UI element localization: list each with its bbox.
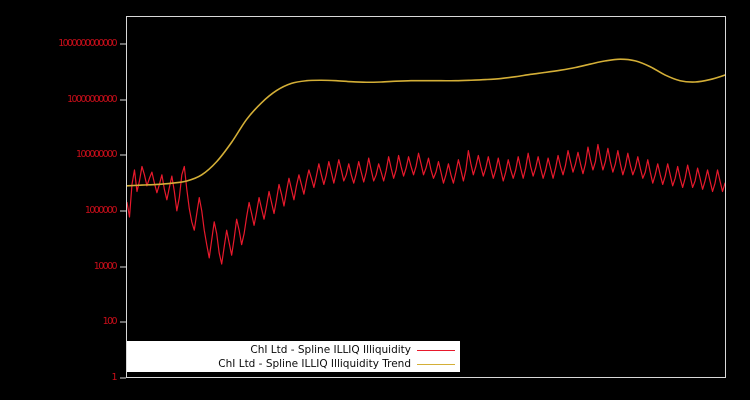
y-axis-tick-label: 1000000 bbox=[84, 204, 118, 216]
y-axis: 1 100 10000 1000000 100000000 10000000000 1000… bbox=[0, 0, 126, 400]
y-axis-tick-label: 10000000000 bbox=[67, 93, 117, 105]
plot-area bbox=[126, 16, 726, 378]
legend-swatch-illiquidity-trend bbox=[417, 363, 455, 365]
legend-label-illiquidity: ChI Ltd - Spline ILLIQ Illiquidity bbox=[250, 344, 411, 356]
series-line-illiquidity-trend bbox=[127, 58, 725, 187]
y-axis-tick-label: 100000000 bbox=[76, 149, 118, 161]
series-line-illiquidity bbox=[127, 143, 725, 265]
legend-item-illiquidity-trend: ChI Ltd - Spline ILLIQ Illiquidity Trend bbox=[128, 357, 455, 371]
y-axis-tick-label: 1 bbox=[111, 372, 118, 383]
y-axis-tick-label: 1000000000000 bbox=[58, 37, 117, 49]
legend-swatch-illiquidity bbox=[417, 349, 455, 351]
y-axis-tick-mark bbox=[120, 377, 126, 379]
legend: ChI Ltd - Spline ILLIQ Illiquidity ChI L… bbox=[127, 341, 460, 372]
y-axis-tick-label: 10000 bbox=[93, 260, 118, 272]
y-axis-tick-label: 100 bbox=[102, 316, 118, 328]
y-axis-tick-mark bbox=[120, 43, 126, 45]
y-axis-tick-mark bbox=[120, 321, 126, 323]
y-axis-tick-mark bbox=[120, 154, 126, 156]
y-axis-tick-mark bbox=[120, 210, 126, 212]
y-axis-tick-mark bbox=[120, 266, 126, 268]
legend-label-illiquidity-trend: ChI Ltd - Spline ILLIQ Illiquidity Trend bbox=[218, 358, 411, 370]
legend-item-illiquidity: ChI Ltd - Spline ILLIQ Illiquidity bbox=[128, 343, 455, 357]
y-axis-tick-mark bbox=[120, 99, 126, 101]
series-canvas bbox=[127, 58, 725, 265]
